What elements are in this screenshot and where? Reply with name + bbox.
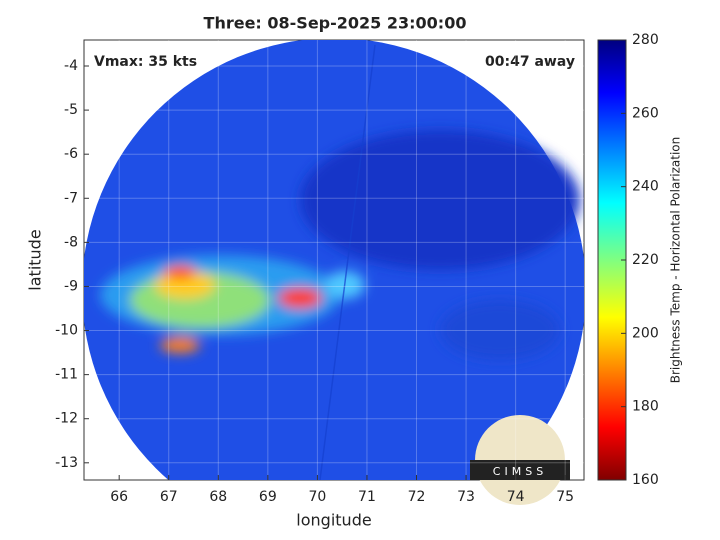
y-tick-label: -12: [55, 411, 78, 427]
y-tick-label: -5: [64, 102, 78, 118]
y-tick-label: -9: [64, 278, 78, 294]
cimss-logo: CIMSS: [470, 415, 570, 505]
colorbar-tick-label: 260: [632, 105, 659, 121]
colorbar-tick-label: 180: [632, 399, 659, 415]
x-tick-label: 73: [457, 489, 475, 505]
y-tick-label: -11: [55, 367, 78, 383]
annotation: Vmax: 35 kts: [94, 54, 197, 70]
x-axis-label: longitude: [296, 511, 371, 530]
y-tick-label: -10: [55, 323, 78, 339]
colorbar-tick-label: 240: [632, 179, 659, 195]
y-tick-label: -6: [64, 146, 78, 162]
y-axis-label: latitude: [26, 229, 45, 290]
x-tick-label: 70: [308, 489, 326, 505]
x-tick-label: 72: [408, 489, 426, 505]
swath: [84, 40, 584, 480]
x-tick-label: 67: [160, 489, 178, 505]
x-tick-label: 74: [507, 489, 525, 505]
x-tick-label: 68: [209, 489, 227, 505]
y-tick-label: -8: [64, 234, 78, 250]
x-tick-label: 69: [259, 489, 277, 505]
y-tick-label: -4: [64, 58, 78, 74]
colorbar-label: Brightness Temp - Horizontal Polarizatio…: [669, 137, 683, 384]
colorbar-tick-label: 200: [632, 325, 659, 341]
chart-title: Three: 08-Sep-2025 23:00:00: [204, 14, 467, 33]
colorbar-tick-label: 220: [632, 252, 659, 268]
x-tick-label: 66: [110, 489, 128, 505]
y-tick-label: -13: [55, 455, 78, 471]
y-tick-label: -7: [64, 190, 78, 206]
x-tick-label: 75: [556, 489, 574, 505]
colorbar-tick-label: 280: [632, 32, 659, 48]
x-tick-label: 71: [358, 489, 376, 505]
logo-text: CIMSS: [493, 465, 547, 478]
colorbar-tick-label: 160: [632, 472, 659, 488]
annotation: 00:47 away: [485, 54, 575, 70]
